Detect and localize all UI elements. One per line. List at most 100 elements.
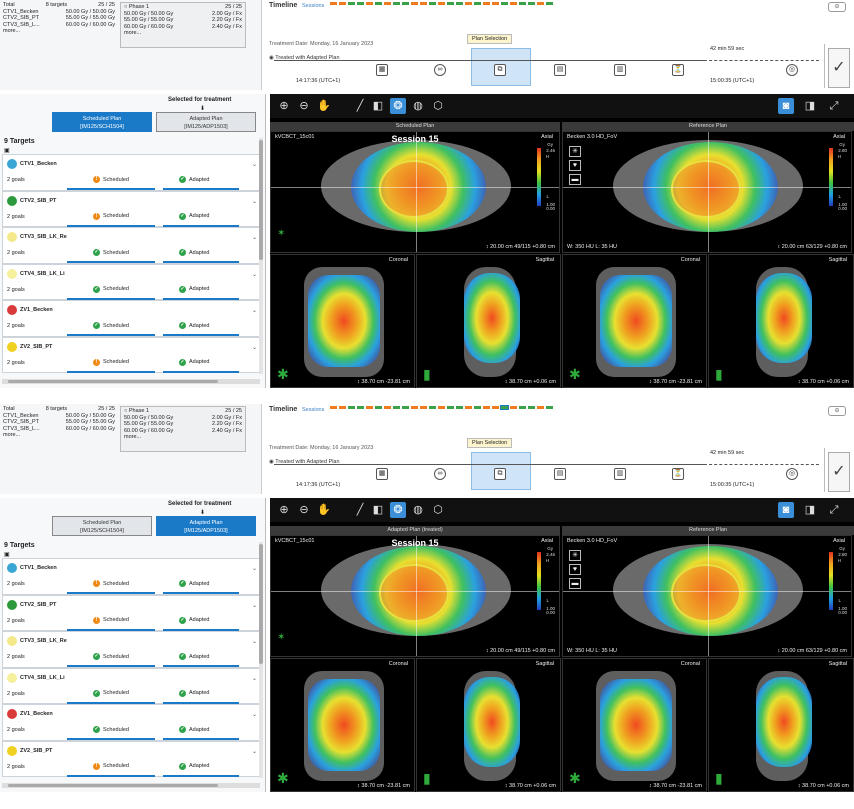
vertical-scrollbar[interactable] (259, 542, 263, 778)
eye-icon[interactable]: ♥ (569, 564, 581, 575)
session-marker[interactable] (474, 2, 481, 5)
session-marker[interactable] (510, 2, 517, 5)
mpr-icon[interactable]: ✳ (569, 146, 581, 157)
session-marker[interactable] (348, 2, 355, 5)
summary-more-link[interactable]: more... (3, 28, 21, 34)
session-marker[interactable] (357, 2, 364, 5)
summary-more-link[interactable]: more... (3, 432, 21, 438)
session-marker[interactable] (420, 406, 427, 409)
target-card[interactable]: CTV2_SIB_PT 2 goals ⌄! Scheduled ✓ Adapted (2, 190, 262, 227)
axial-view-right[interactable]: Becken 3.0 HD_FoV Axial Gy 2.80 H L 1.00 0.00 ↕ … (562, 535, 852, 657)
target-card[interactable]: ZV2_SIB_PT 2 goals ⌄! Scheduled ✓ Adapted (2, 740, 262, 777)
scroll-thumb[interactable] (259, 140, 263, 260)
patient-setup-icon[interactable]: ▦ (376, 468, 388, 480)
poi-icon[interactable]: ⬡ (433, 504, 443, 516)
filter-icon[interactable]: ▣ (4, 552, 10, 558)
dose-display-icon[interactable]: ◙ (778, 502, 794, 518)
eye-icon[interactable]: ♥ (569, 160, 581, 171)
coronal-view-left[interactable]: Coronal ↕ 38.70 cm -23.81 cm ✱ (270, 658, 415, 792)
coronal-view-right[interactable]: Coronal ↕ 38.70 cm -23.81 cm ✱ (562, 254, 707, 388)
scroll-thumb[interactable] (8, 784, 218, 787)
image-acquisition-icon[interactable]: ∞ (434, 64, 446, 76)
poi-icon[interactable]: ⬡ (433, 100, 443, 112)
session-marker[interactable] (393, 406, 400, 409)
structure-overlay-icon[interactable]: ◍ (413, 504, 423, 516)
session-marker[interactable] (384, 406, 391, 409)
window-level-icon[interactable]: ◧ (372, 100, 384, 112)
session-marker[interactable] (500, 405, 509, 410)
pan-hand-icon[interactable]: ✋ (317, 100, 331, 112)
image-acquisition-icon[interactable]: ∞ (434, 468, 446, 480)
chevron-down-icon[interactable]: ⌄ (251, 162, 257, 168)
target-card[interactable]: CTV3_SIB_LK_Re 2 goals ⌄ ✓ Scheduled ✓ Adapted (2, 227, 262, 264)
chevron-down-icon[interactable]: ⌄ (251, 602, 257, 609)
session-marker[interactable] (348, 406, 355, 409)
target-card[interactable]: CTV1_Becken 2 goals ⌄! Scheduled ✓ Adapted (2, 558, 262, 595)
axial-view-right[interactable]: Becken 3.0 HD_FoV Axial Gy 2.80 H L 1.00 0.00 ↕ … (562, 131, 852, 253)
sagittal-view-left[interactable]: Sagittal ↕ 38.70 cm +0.06 cm ▮ (416, 254, 561, 388)
target-card[interactable]: CTV4_SIB_LK_Li 2 goals ⌄ ✓ Scheduled ✓ Adapted (2, 263, 262, 300)
session-marker[interactable] (375, 2, 382, 5)
session-marker[interactable] (330, 2, 337, 5)
ruler-icon[interactable]: ╱ (356, 100, 364, 112)
session-marker[interactable] (537, 406, 544, 409)
plan-review-icon[interactable]: ▤ (554, 468, 566, 480)
sessions-bar[interactable] (330, 405, 553, 410)
layout-icon[interactable]: ◨ (804, 100, 816, 112)
session-complete-icon[interactable]: ◎ (786, 64, 798, 76)
zoom-out-icon[interactable]: ⊖ (299, 504, 309, 516)
beam-delivery-icon[interactable]: ⏳ (672, 64, 684, 76)
session-marker[interactable] (393, 2, 400, 5)
sessions-bar[interactable] (330, 2, 553, 5)
sagittal-view-right[interactable]: Sagittal ↕ 38.70 cm +0.06 cm ▮ (708, 254, 854, 388)
sagittal-view-right[interactable]: Sagittal ↕ 38.70 cm +0.06 cm ▮ (708, 658, 854, 792)
session-marker[interactable] (492, 2, 499, 5)
chevron-down-icon[interactable]: ⌄ (251, 748, 257, 755)
chevron-down-icon[interactable]: ⌄ (251, 271, 257, 278)
session-marker[interactable] (411, 406, 418, 409)
fullscreen-icon[interactable]: ⤢ (829, 100, 839, 112)
phase-summary[interactable]: ○ Phase 1 25 / 25 50.00 Gy / 50.00 Gy 2.00 … (120, 2, 246, 48)
chevron-down-icon[interactable]: ⌄ (251, 235, 257, 241)
session-marker[interactable] (519, 2, 526, 5)
session-marker[interactable] (447, 2, 454, 5)
target-card[interactable]: ZV2_SIB_PT 2 goals ⌄! Scheduled ✓ Adapted (2, 336, 262, 373)
session-marker[interactable] (402, 2, 409, 5)
chevron-down-icon[interactable]: ⌄ (251, 198, 257, 205)
plan-selection-icon[interactable]: ⧉ (494, 468, 506, 480)
tab-adapted-plan[interactable]: Adapted Plan [IM125/ADP1503] (156, 516, 256, 536)
target-card[interactable]: CTV3_SIB_LK_Re 2 goals ⌄ ✓ Scheduled ✓ Adapted (2, 631, 262, 668)
patient-setup-icon[interactable]: ▦ (376, 64, 388, 76)
session-complete-icon[interactable]: ◎ (786, 468, 798, 480)
session-marker[interactable] (510, 406, 517, 409)
target-card[interactable]: CTV1_Becken 2 goals ⌄! Scheduled ✓ Adapted (2, 154, 262, 191)
session-marker[interactable] (501, 2, 508, 5)
horizontal-scrollbar[interactable] (2, 379, 260, 384)
session-marker[interactable] (456, 2, 463, 5)
plan-review-icon[interactable]: ▤ (554, 64, 566, 76)
session-marker[interactable] (429, 2, 436, 5)
session-marker[interactable] (492, 406, 499, 409)
session-marker[interactable] (546, 2, 553, 5)
fullscreen-icon[interactable]: ⤢ (829, 504, 839, 516)
session-marker[interactable] (465, 406, 472, 409)
chevron-down-icon[interactable]: ⌄ (251, 712, 257, 718)
chevron-down-icon[interactable]: ⌄ (251, 639, 257, 645)
approve-check-button[interactable]: ✓ (828, 48, 850, 88)
session-marker[interactable] (420, 2, 427, 5)
session-marker[interactable] (447, 406, 454, 409)
scroll-thumb[interactable] (8, 380, 218, 383)
zoom-in-icon[interactable]: ⊕ (279, 504, 289, 516)
tab-scheduled-plan[interactable]: Scheduled Plan [IM125/SCH1504] (52, 516, 152, 536)
chevron-down-icon[interactable]: ⌄ (251, 566, 257, 572)
session-marker[interactable] (339, 2, 346, 5)
session-marker[interactable] (528, 406, 535, 409)
scroll-thumb[interactable] (259, 544, 263, 664)
session-marker[interactable] (375, 406, 382, 409)
bed-icon[interactable]: ▬ (569, 174, 581, 185)
horizontal-scrollbar[interactable] (2, 783, 260, 788)
target-card[interactable]: ZV1_Becken 2 goals ⌄ ✓ Scheduled ✓ Adapted (2, 704, 262, 741)
sagittal-view-left[interactable]: Sagittal ↕ 38.70 cm +0.06 cm ▮ (416, 658, 561, 792)
session-marker[interactable] (429, 406, 436, 409)
phase-more-link[interactable]: more... (124, 30, 142, 36)
